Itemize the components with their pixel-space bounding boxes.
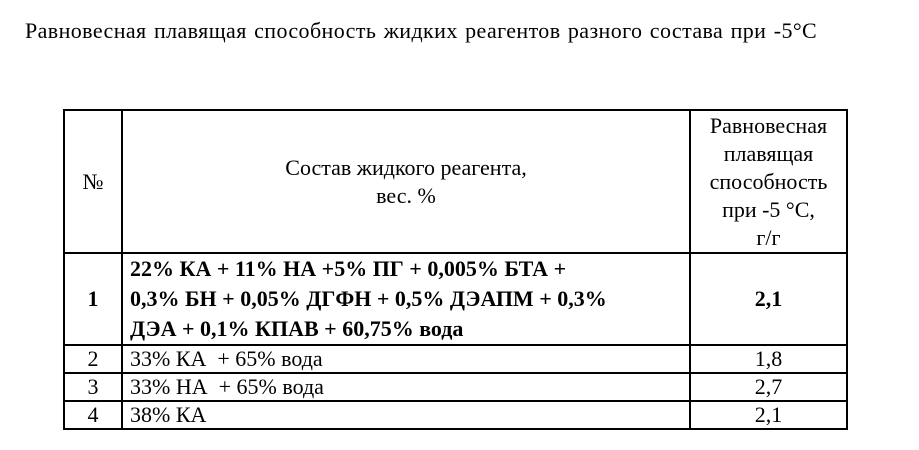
row-number-cell: 2	[63, 344, 123, 374]
table-row: 3 33% НА + 65% вода 2,7	[63, 372, 848, 402]
page-title: Равновесная плавящая способность жидких …	[25, 18, 818, 43]
reagents-table: № Состав жидкого реагента, вес. % Равнов…	[63, 109, 848, 430]
table-row: 2 33% КА + 65% вода 1,8	[63, 344, 848, 374]
composition-cell: 33% НА + 65% вода	[121, 372, 691, 402]
value-cell: 2,1	[689, 252, 848, 346]
col-header-number: №	[63, 109, 123, 254]
row-number-cell: 3	[63, 372, 123, 402]
composition-cell: 38% КА	[121, 400, 691, 430]
value-cell: 1,8	[689, 344, 848, 374]
composition-cell: 22% КА + 11% НА +5% ПГ + 0,005% БТА + 0,…	[121, 252, 691, 346]
table-header-row: № Состав жидкого реагента, вес. % Равнов…	[63, 109, 848, 254]
col-header-composition: Состав жидкого реагента, вес. %	[121, 109, 691, 254]
col-header-melting-capacity: Равновесная плавящая способность при -5 …	[689, 109, 848, 254]
value-cell: 2,7	[689, 372, 848, 402]
table-row: 1 22% КА + 11% НА +5% ПГ + 0,005% БТА + …	[63, 252, 848, 346]
row-number-cell: 4	[63, 400, 123, 430]
value-cell: 2,1	[689, 400, 848, 430]
row-number-cell: 1	[63, 252, 123, 346]
composition-cell: 33% КА + 65% вода	[121, 344, 691, 374]
table-row: 4 38% КА 2,1	[63, 400, 848, 430]
